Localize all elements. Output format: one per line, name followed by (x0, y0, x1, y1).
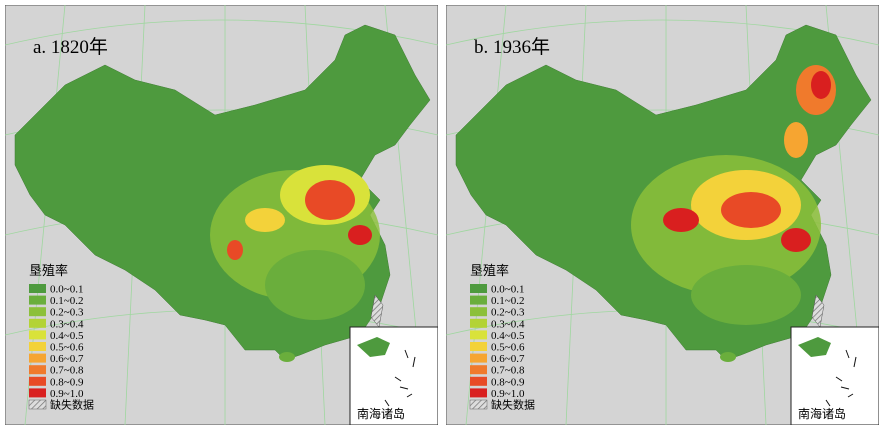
legend-label: 0.2~0.3 (491, 307, 525, 319)
legend-swatch (29, 330, 46, 340)
legend-swatch (470, 318, 487, 328)
legend-swatch (470, 330, 487, 340)
reclamation-patches (210, 165, 380, 320)
legend-label: 0.0~0.1 (491, 284, 524, 296)
legend-label: 0.7~0.8 (50, 365, 84, 377)
legend-label: 0.6~0.7 (491, 353, 525, 365)
legend-label: 0.8~0.9 (50, 376, 84, 388)
legend-label: 0.3~0.4 (491, 318, 525, 330)
panel-title: b. 1936年 (474, 36, 550, 58)
legend-label: 0.4~0.5 (491, 330, 525, 342)
legend-swatch-missing (28, 399, 47, 410)
legend-swatch (470, 376, 487, 386)
legend-swatch (29, 284, 46, 293)
legend-swatch (29, 307, 46, 317)
legend-label: 0.8~0.9 (491, 376, 525, 388)
legend-label: 0.6~0.7 (50, 353, 84, 365)
panel-title: a. 1820年 (33, 36, 108, 58)
legend-label: 缺失数据 (491, 398, 535, 412)
legend-swatch (470, 353, 487, 363)
legend-swatch (470, 342, 487, 351)
legend-label: 0.3~0.4 (50, 318, 84, 330)
panel-b: b. 1936年 垦殖率 0.0~0.10.1~0.20.2~0.30.3~0.4… (446, 5, 879, 425)
legend-swatch (29, 388, 46, 398)
legend-swatch (29, 342, 46, 351)
legend-label: 0.1~0.2 (491, 295, 524, 307)
panel-a: a. 1820年 垦殖率 0.0~0.10.1~0.20.2~0.30.3~0.4… (5, 5, 438, 425)
legend-swatch (470, 365, 487, 375)
legend-swatch (29, 295, 46, 305)
legend-title: 垦殖率 (470, 263, 509, 278)
legend-swatch-missing (469, 399, 488, 410)
legend-label: 0.7~0.8 (491, 365, 525, 377)
legend-label: 0.2~0.3 (50, 307, 84, 319)
legend-title: 垦殖率 (29, 263, 68, 278)
legend-label: 0.4~0.5 (50, 330, 84, 342)
legend-swatch (470, 295, 487, 305)
legend-swatch (29, 353, 46, 363)
legend: 垦殖率0.0~0.10.1~0.20.2~0.30.3~0.40.4~0.50.… (469, 263, 535, 412)
inset-label: 南海诸岛 (357, 406, 405, 421)
legend: 垦殖率0.0~0.10.1~0.20.2~0.30.3~0.40.4~0.50.… (28, 263, 94, 412)
legend-label: 0.0~0.1 (50, 284, 83, 296)
legend-label: 0.9~1.0 (491, 388, 525, 400)
legend-swatch (470, 388, 487, 398)
legend-swatch (470, 284, 487, 293)
legend-label: 0.9~1.0 (50, 388, 84, 400)
legend-swatch (29, 318, 46, 328)
legend-label: 0.1~0.2 (50, 295, 83, 307)
inset-label: 南海诸岛 (798, 406, 846, 421)
reclamation-patches (631, 65, 836, 325)
legend-label: 0.5~0.6 (50, 342, 84, 354)
legend-swatch (470, 307, 487, 317)
legend-label: 0.5~0.6 (491, 342, 525, 354)
legend-label: 缺失数据 (50, 398, 94, 412)
legend-swatch (29, 376, 46, 386)
legend-swatch (29, 365, 46, 375)
